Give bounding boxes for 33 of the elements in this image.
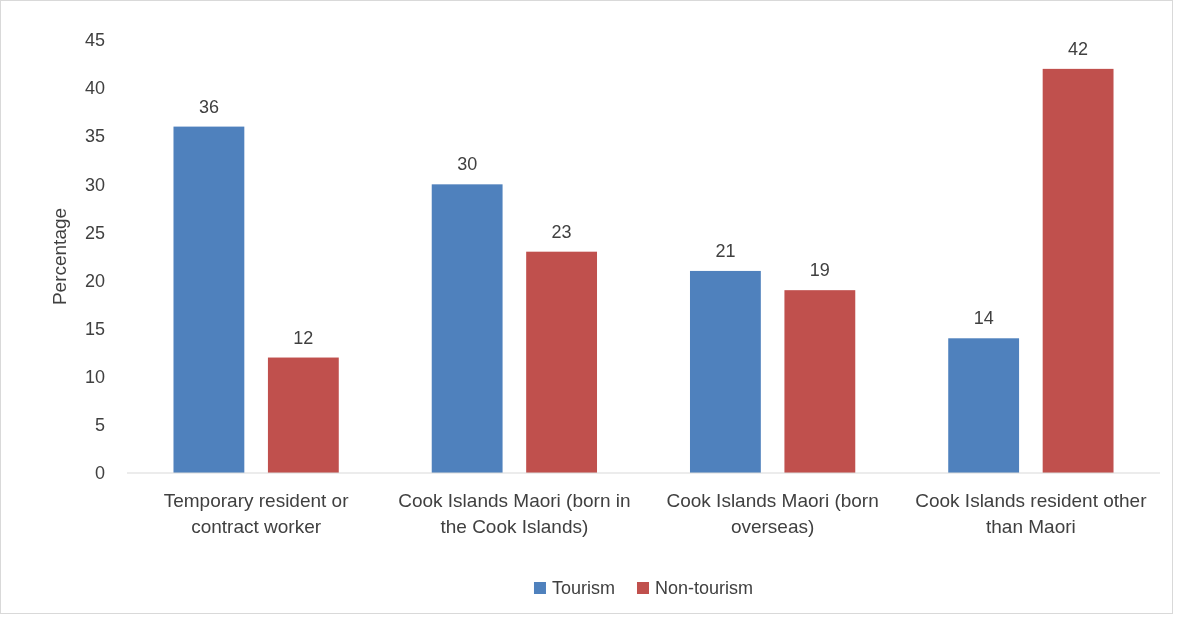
y-tick-label: 20: [84, 270, 105, 291]
legend-label: Non-tourism: [654, 578, 754, 598]
legend-label: Tourism: [551, 578, 615, 598]
y-tick-label: 45: [84, 30, 105, 51]
bar: [948, 338, 1020, 473]
data-label: 21: [715, 240, 736, 261]
y-tick-label: 40: [84, 78, 105, 99]
x-tick-label: Temporary resident or contract worker: [163, 490, 350, 537]
bar: [526, 251, 598, 473]
data-label: 30: [457, 154, 478, 175]
x-tick-label: Cook Islands Maori (born overseas): [666, 490, 879, 537]
data-label: 19: [809, 260, 830, 281]
bar: [689, 270, 761, 473]
y-tick-label: 15: [84, 318, 105, 339]
x-tick-label: Cook Islands Maori (born in the Cook Islands): [398, 490, 631, 537]
y-tick-label: 25: [84, 222, 105, 243]
y-tick-label: 35: [84, 126, 105, 147]
data-label: 42: [1068, 38, 1089, 59]
data-label: 23: [551, 221, 572, 242]
x-tick-label: Cook Islands resident other than Maori: [915, 490, 1148, 537]
bar: [431, 184, 503, 473]
bar: [1042, 68, 1114, 473]
bar: [267, 357, 339, 473]
bar: [173, 126, 245, 473]
data-label: 14: [973, 308, 994, 329]
data-label: 12: [293, 327, 314, 348]
y-tick-label: 5: [94, 415, 105, 436]
bar: [784, 290, 856, 473]
y-tick-label: 10: [84, 367, 105, 388]
data-label: 36: [198, 96, 219, 117]
y-tick-label: 30: [84, 174, 105, 195]
y-axis-title: Percentage: [49, 207, 70, 306]
y-tick-label: 0: [94, 463, 105, 484]
